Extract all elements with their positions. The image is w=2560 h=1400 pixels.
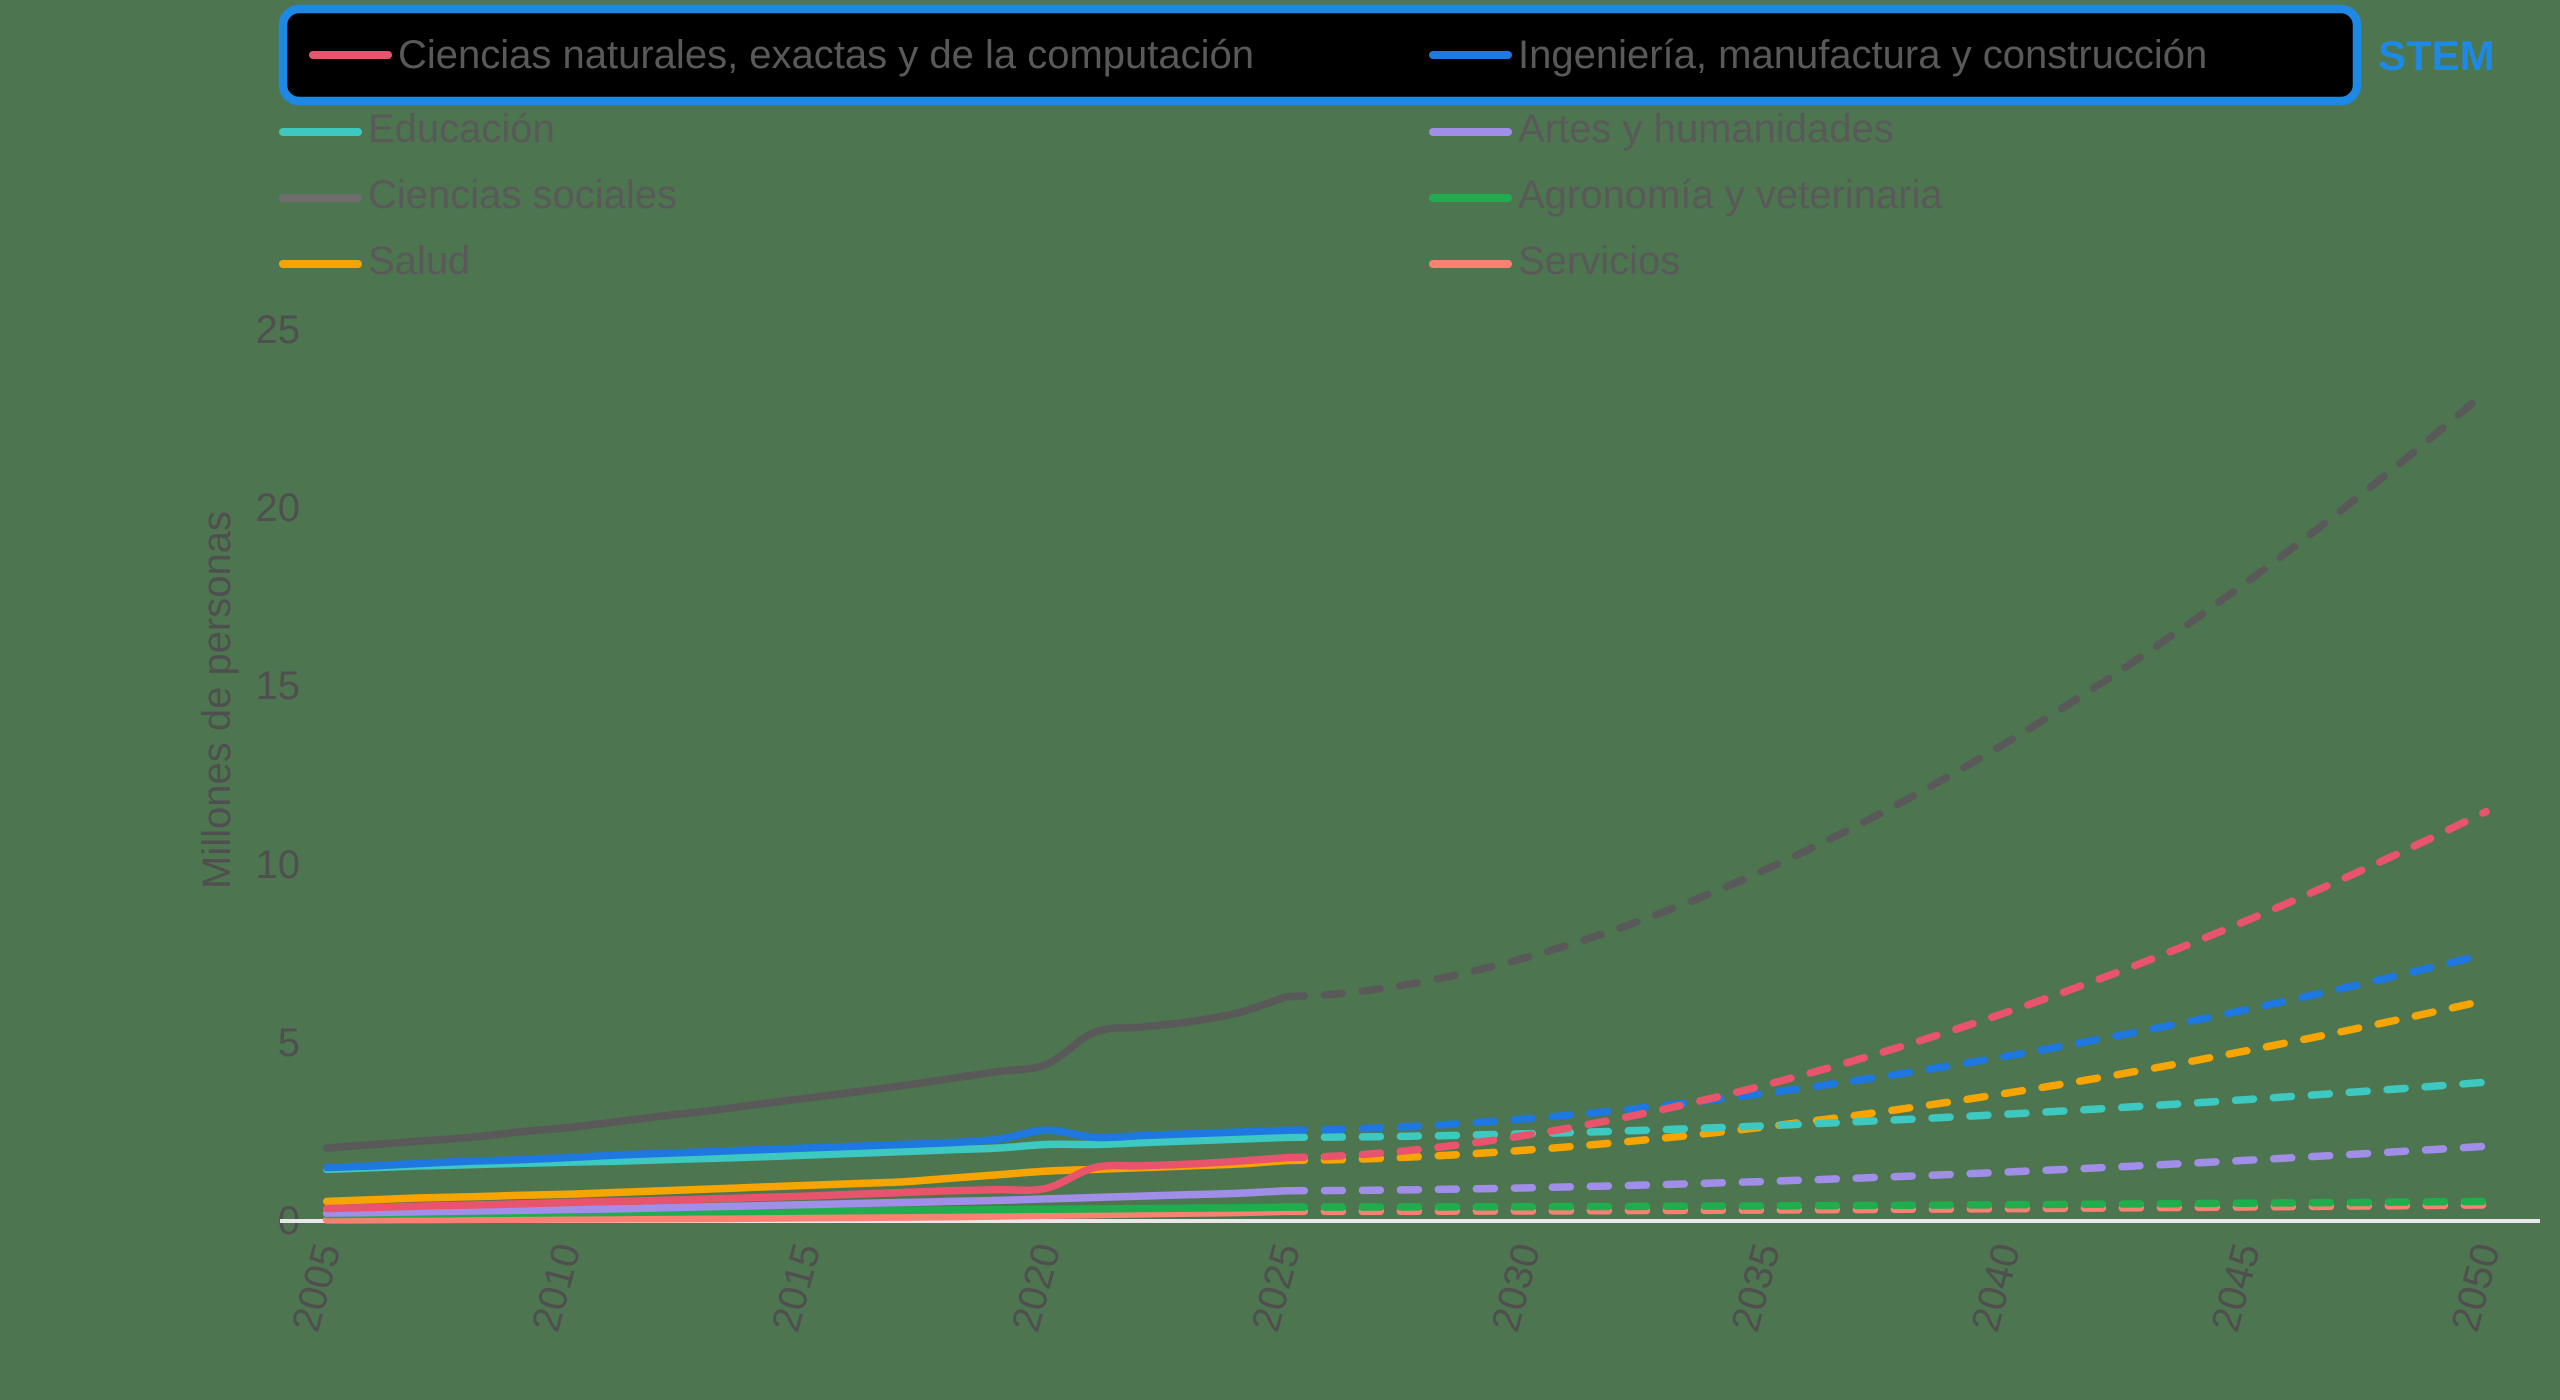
svg-text:Agronomía y veterinaria: Agronomía y veterinaria [1518, 173, 1943, 217]
svg-text:Servicios: Servicios [1518, 239, 1680, 283]
svg-text:5: 5 [278, 1021, 300, 1065]
svg-text:Millones de personas: Millones de personas [195, 511, 239, 889]
svg-text:15: 15 [256, 664, 301, 708]
svg-text:Ciencias naturales, exactas y: Ciencias naturales, exactas y de la comp… [398, 33, 1254, 77]
svg-text:Artes y humanidades: Artes y humanidades [1518, 107, 1894, 151]
svg-text:Ciencias sociales: Ciencias sociales [368, 173, 677, 217]
svg-text:25: 25 [256, 308, 301, 352]
svg-text:20: 20 [256, 486, 301, 530]
svg-text:Salud: Salud [368, 239, 470, 283]
svg-text:10: 10 [256, 843, 301, 887]
svg-text:Educación: Educación [368, 107, 555, 151]
svg-text:STEM: STEM [2378, 32, 2495, 79]
svg-text:Ingeniería, manufactura y cons: Ingeniería, manufactura y construcción [1518, 33, 2207, 77]
